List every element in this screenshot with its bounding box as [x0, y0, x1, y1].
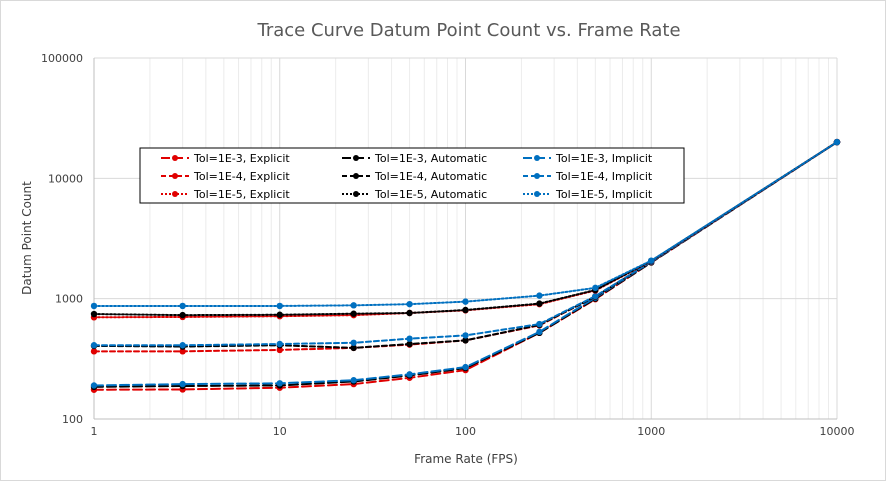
series-line [93, 141, 838, 307]
y-axis-label: Datum Point Count [20, 181, 34, 295]
grid-minor [149, 58, 830, 419]
data-point [462, 332, 469, 339]
series-layer [90, 138, 841, 393]
legend-label: Tol=1E-5, Automatic [374, 188, 487, 201]
legend-item: Tol=1E-4, Implicit [523, 170, 653, 183]
data-point [90, 342, 98, 349]
y-tick-label: 1000 [55, 293, 83, 306]
data-point [350, 302, 357, 309]
legend-label: Tol=1E-3, Explicit [193, 152, 290, 165]
data-point [179, 311, 186, 319]
data-point [350, 339, 357, 346]
legend-item: Tol=1E-5, Explicit [161, 188, 290, 201]
series-line [93, 141, 838, 347]
data-point [406, 340, 413, 348]
legend-label: Tol=1E-3, Automatic [374, 152, 487, 165]
data-point [592, 292, 599, 300]
data-point [179, 302, 186, 310]
series-line [93, 141, 838, 349]
legend-label: Tol=1E-4, Implicit [555, 170, 653, 183]
x-tick-label: 1 [91, 425, 98, 438]
data-point [276, 311, 283, 318]
legend-swatch-marker [172, 191, 178, 197]
x-tick-label: 10000 [820, 425, 855, 438]
data-point [276, 302, 283, 310]
x-axis-label: Frame Rate (FPS) [414, 452, 518, 466]
legend-item: Tol=1E-4, Explicit [161, 170, 290, 183]
data-point [276, 346, 283, 354]
data-point [179, 380, 186, 388]
legend-item: Tol=1E-3, Implicit [523, 152, 653, 165]
legend-item: Tol=1E-3, Automatic [342, 152, 487, 165]
data-point [592, 284, 599, 292]
legend-label: Tol=1E-5, Explicit [193, 188, 290, 201]
data-point [536, 320, 543, 328]
series-line [93, 141, 838, 317]
legend-item: Tol=1E-3, Explicit [161, 152, 290, 165]
x-tick-label: 1000 [637, 425, 665, 438]
x-tick-label: 100 [455, 425, 476, 438]
data-point [462, 298, 469, 305]
data-point [406, 371, 413, 378]
legend-swatch-marker [172, 173, 178, 179]
data-point [406, 309, 413, 317]
data-point [276, 380, 283, 387]
plot-area [93, 58, 837, 420]
legend-item: Tol=1E-5, Automatic [342, 188, 487, 201]
legend-swatch-marker [172, 155, 178, 161]
data-point [462, 337, 469, 344]
y-tick-label: 100000 [41, 52, 83, 65]
data-point [179, 342, 186, 349]
legend-label: Tol=1E-5, Implicit [555, 188, 653, 201]
y-tick-labels: 100 1000 10000 100000 [41, 52, 83, 426]
data-point [833, 138, 841, 146]
data-point [90, 310, 98, 318]
x-tick-labels: 1 10 100 1000 10000 [91, 425, 855, 438]
legend-swatch-marker [534, 155, 540, 161]
series-6 [90, 138, 841, 349]
data-point [406, 335, 413, 342]
legend-item: Tol=1E-5, Implicit [523, 188, 653, 201]
legend-swatch-marker [534, 173, 540, 179]
series-9 [90, 138, 841, 310]
data-point [276, 340, 283, 348]
legend-label: Tol=1E-3, Implicit [555, 152, 653, 165]
legend: Tol=1E-3, Explicit Tol=1E-3, Automatic Tol… [139, 147, 685, 204]
data-point [462, 363, 469, 371]
data-point [536, 292, 543, 299]
legend-swatch-marker [353, 173, 359, 179]
legend-label: Tol=1E-4, Automatic [374, 170, 487, 183]
data-point [90, 302, 98, 310]
data-point [90, 382, 98, 389]
data-point [648, 257, 655, 264]
chart-title: Trace Curve Datum Point Count vs. Frame … [256, 20, 680, 41]
data-point [350, 310, 357, 317]
data-point [536, 300, 543, 307]
legend-item: Tol=1E-4, Automatic [342, 170, 487, 183]
legend-swatch-marker [353, 191, 359, 197]
legend-box [139, 147, 685, 204]
y-tick-label: 10000 [48, 172, 83, 185]
data-point [179, 348, 186, 355]
data-point [536, 328, 543, 336]
legend-label: Tol=1E-4, Explicit [193, 170, 290, 183]
data-point [406, 300, 413, 308]
data-point [462, 306, 469, 314]
data-point [350, 344, 357, 352]
x-tick-label: 10 [273, 425, 287, 438]
data-point [90, 348, 98, 355]
legend-swatch-marker [534, 191, 540, 197]
y-tick-label: 100 [62, 413, 83, 426]
data-point [350, 377, 357, 384]
legend-swatch-marker [353, 155, 359, 161]
